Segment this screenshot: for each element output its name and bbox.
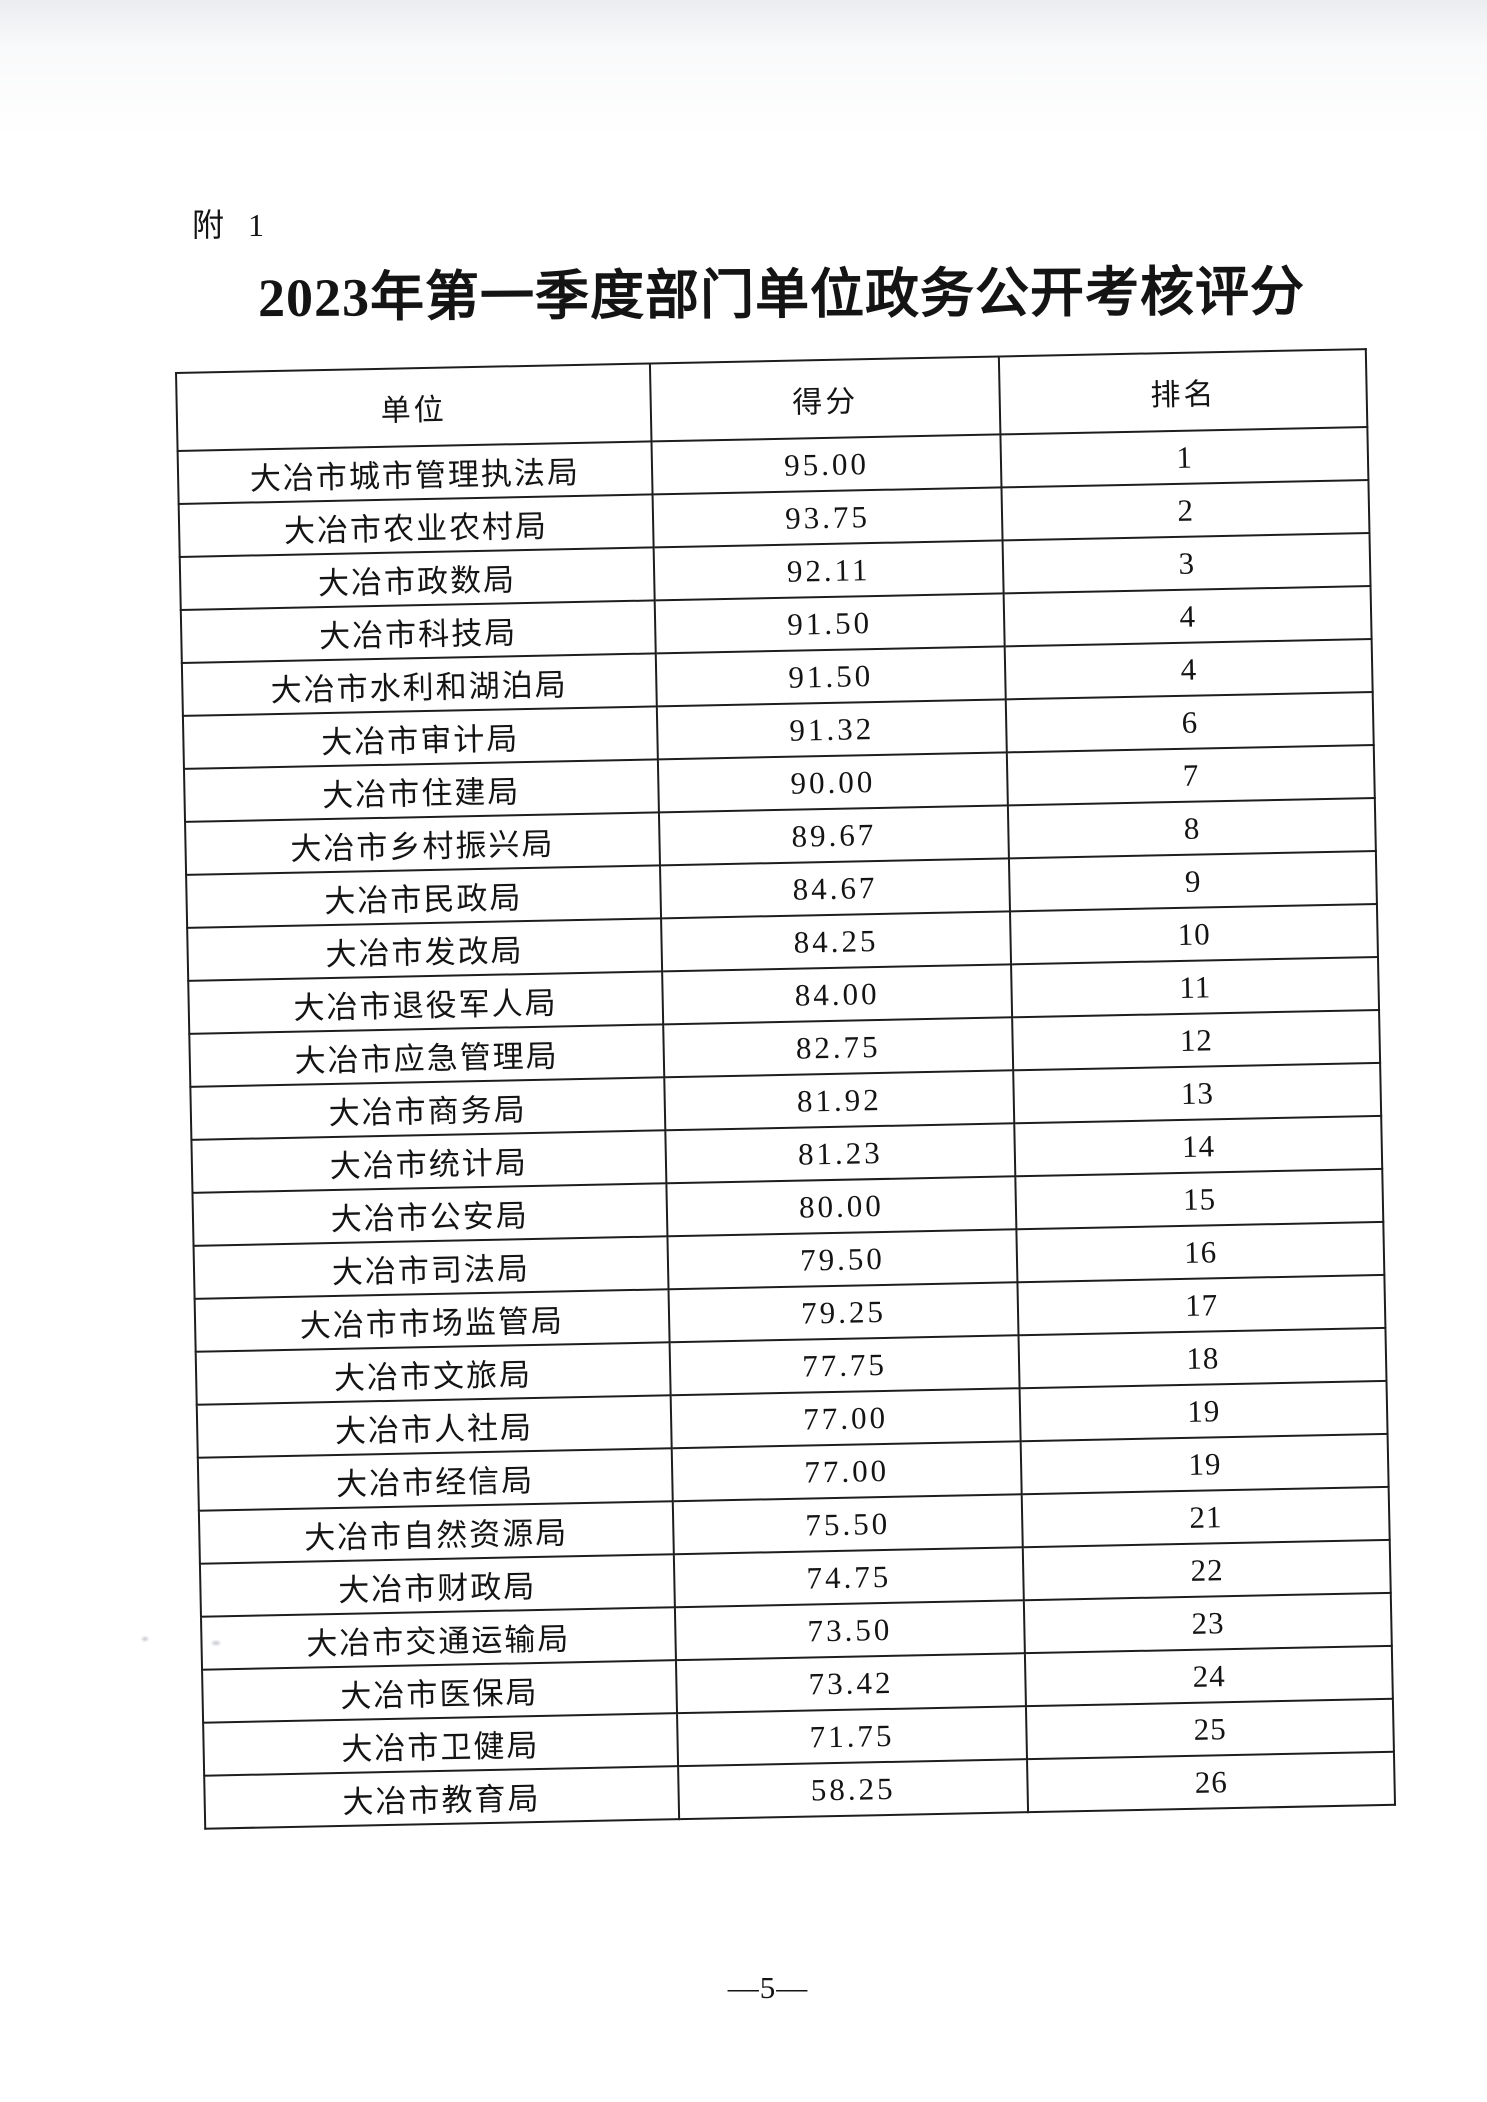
unit-cell: 大冶市商务局 <box>190 1077 665 1140</box>
score-cell: 89.67 <box>658 805 1010 866</box>
rank-cell: 2 <box>1001 480 1370 541</box>
score-cell: 80.00 <box>665 1176 1017 1237</box>
rank-cell: 15 <box>1015 1168 1384 1230</box>
unit-cell: 大冶市人社局 <box>196 1395 672 1458</box>
score-cell: 91.32 <box>656 699 1008 760</box>
rank-cell: 8 <box>1008 798 1376 859</box>
rank-cell: 13 <box>1013 1062 1382 1124</box>
unit-cell: 大冶市卫健局 <box>203 1713 678 1776</box>
score-cell: 79.50 <box>667 1229 1018 1290</box>
unit-cell: 大冶市住建局 <box>183 759 659 822</box>
rank-cell: 6 <box>1006 692 1374 753</box>
rank-cell: 9 <box>1009 850 1377 912</box>
score-cell: 81.23 <box>664 1123 1016 1184</box>
score-table: 单位 得分 排名 大冶市城市管理执法局 95.00 1 大冶市农业农村局 93.75 2 大… <box>175 348 1396 1830</box>
score-cell: 75.50 <box>672 1494 1024 1555</box>
score-cell: 95.00 <box>651 434 1002 495</box>
attachment-label: 附 1 <box>192 207 273 243</box>
page-number: —5— <box>727 1970 809 2005</box>
score-cell: 79.25 <box>668 1282 1019 1343</box>
unit-cell: 大冶市经信局 <box>197 1448 673 1511</box>
unit-cell: 大冶市城市管理执法局 <box>177 441 653 504</box>
header-score: 得分 <box>649 356 1001 442</box>
unit-cell: 大冶市应急管理局 <box>189 1024 664 1087</box>
unit-cell: 大冶市市场监管局 <box>194 1289 670 1352</box>
unit-cell: 大冶市农业农村局 <box>178 494 654 557</box>
rank-cell: 22 <box>1023 1539 1391 1601</box>
score-cell: 84.00 <box>661 964 1013 1025</box>
unit-cell: 大冶市自然资源局 <box>198 1501 674 1564</box>
rank-cell: 26 <box>1027 1751 1396 1813</box>
score-cell: 73.42 <box>675 1653 1027 1714</box>
unit-cell: 大冶市审计局 <box>182 706 658 769</box>
rank-cell: 10 <box>1010 903 1378 965</box>
score-cell: 91.50 <box>654 593 1006 654</box>
score-cell: 92.11 <box>653 540 1005 601</box>
score-cell: 81.92 <box>663 1070 1015 1131</box>
scan-artifact-band <box>0 0 1487 140</box>
rank-cell: 19 <box>1021 1433 1389 1495</box>
score-cell: 73.50 <box>674 1600 1026 1661</box>
score-cell: 77.00 <box>670 1388 1022 1449</box>
unit-cell: 大冶市文旅局 <box>195 1342 671 1405</box>
unit-cell: 大冶市政数局 <box>179 547 655 610</box>
rank-cell: 4 <box>1005 639 1373 700</box>
unit-cell: 大冶市科技局 <box>180 600 656 663</box>
rank-cell: 17 <box>1017 1274 1386 1336</box>
score-cell: 93.75 <box>652 487 1004 548</box>
scan-speck <box>142 1637 148 1641</box>
unit-cell: 大冶市退役军人局 <box>188 971 663 1034</box>
unit-cell: 大冶市司法局 <box>193 1236 669 1299</box>
score-cell: 58.25 <box>677 1759 1029 1820</box>
score-cell: 91.50 <box>655 646 1007 707</box>
rank-cell: 11 <box>1011 956 1380 1018</box>
rank-cell: 21 <box>1022 1486 1390 1548</box>
rank-cell: 1 <box>1000 427 1369 488</box>
score-cell: 82.75 <box>662 1017 1014 1078</box>
scan-speck <box>212 1641 220 1645</box>
score-cell: 84.67 <box>659 858 1011 919</box>
score-cell: 77.75 <box>669 1335 1021 1396</box>
score-cell: 84.25 <box>660 911 1012 972</box>
rank-cell: 16 <box>1016 1221 1385 1283</box>
score-cell: 90.00 <box>657 752 1009 813</box>
rank-cell: 7 <box>1007 745 1375 806</box>
header-unit: 单位 <box>176 363 652 451</box>
score-cell: 74.75 <box>673 1547 1025 1608</box>
rank-cell: 24 <box>1025 1645 1393 1707</box>
page-title: 2023年第一季度部门单位政务公开考核评分 <box>257 261 1306 329</box>
unit-cell: 大冶市医保局 <box>202 1660 677 1723</box>
unit-cell: 大冶市财政局 <box>199 1554 675 1617</box>
rank-cell: 18 <box>1018 1327 1387 1389</box>
rank-cell: 12 <box>1012 1009 1381 1071</box>
rank-cell: 23 <box>1024 1592 1392 1654</box>
unit-cell: 大冶市交通运输局 <box>200 1607 676 1670</box>
rank-cell: 3 <box>1003 533 1371 594</box>
unit-cell: 大冶市乡村振兴局 <box>185 812 660 875</box>
unit-cell: 大冶市发改局 <box>187 918 662 981</box>
rank-cell: 19 <box>1020 1380 1388 1442</box>
unit-cell: 大冶市公安局 <box>192 1183 668 1246</box>
score-cell: 77.00 <box>671 1441 1023 1502</box>
rank-cell: 14 <box>1014 1115 1383 1177</box>
score-cell: 71.75 <box>676 1706 1028 1767</box>
unit-cell: 大冶市水利和湖泊局 <box>181 653 657 716</box>
unit-cell: 大冶市统计局 <box>191 1130 666 1193</box>
unit-cell: 大冶市教育局 <box>204 1766 679 1829</box>
unit-cell: 大冶市民政局 <box>186 865 661 928</box>
rank-cell: 4 <box>1004 586 1372 647</box>
rank-cell: 25 <box>1026 1698 1394 1760</box>
header-rank: 排名 <box>999 349 1368 435</box>
